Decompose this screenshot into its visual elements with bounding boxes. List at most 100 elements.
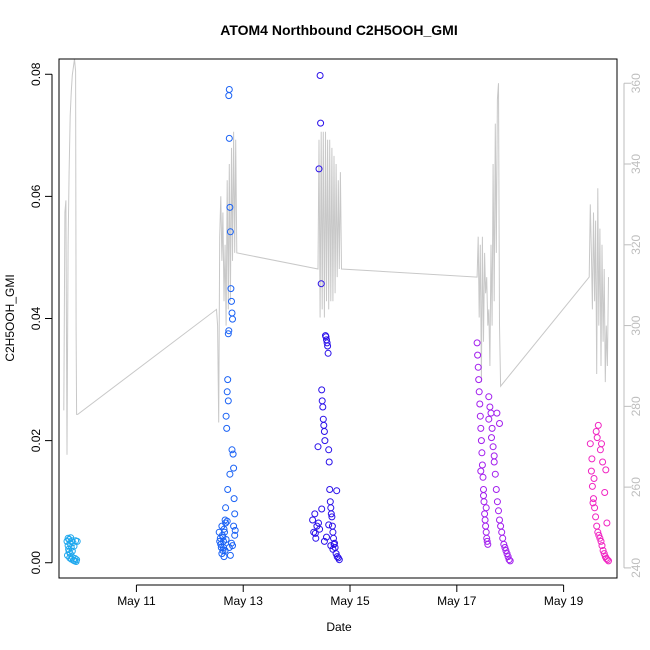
- data-point: [476, 412, 484, 420]
- data-point: [596, 534, 604, 542]
- data-point: [485, 393, 493, 401]
- y-tick-label: 0.04: [29, 306, 43, 330]
- x-tick-label: May 17: [437, 594, 477, 608]
- x-axis-label: Date: [326, 620, 352, 634]
- data-point: [323, 339, 331, 347]
- data-point: [317, 280, 325, 288]
- data-point: [222, 412, 230, 420]
- data-point: [592, 513, 600, 521]
- pressure-line-group: [63, 58, 609, 455]
- data-point: [602, 555, 610, 562]
- data-point: [221, 528, 228, 536]
- data-point: [230, 495, 238, 503]
- y-tick-label: 0.08: [29, 62, 43, 86]
- data-point: [602, 466, 610, 474]
- data-point: [594, 528, 602, 536]
- data-point: [226, 228, 234, 236]
- right-y-axis: 240 260 280 300 320 340 360: [623, 73, 643, 578]
- data-point: [309, 516, 317, 524]
- data-point: [490, 452, 498, 460]
- data-point: [73, 556, 81, 564]
- data-point: [216, 537, 224, 545]
- data-point: [593, 434, 601, 442]
- data-point: [491, 470, 499, 478]
- data-point: [502, 547, 510, 554]
- data-point: [222, 536, 230, 543]
- data-point: [310, 528, 318, 536]
- right-y-tick-label: 240: [629, 558, 643, 578]
- data-point: [226, 203, 234, 211]
- data-point: [323, 533, 330, 541]
- pressure-line: [63, 58, 609, 455]
- data-point: [485, 415, 493, 423]
- data-point: [324, 349, 332, 357]
- data-point: [224, 397, 232, 405]
- data-point: [230, 464, 238, 472]
- y-tick-label: 0.06: [29, 184, 43, 208]
- data-point: [320, 428, 328, 435]
- data-point: [229, 542, 236, 550]
- data-point: [496, 420, 503, 427]
- data-point: [333, 487, 341, 495]
- data-point: [503, 550, 511, 558]
- data-point: [327, 510, 335, 518]
- data-point: [495, 507, 502, 515]
- data-point: [73, 537, 81, 545]
- data-point: [320, 537, 328, 545]
- data-point: [475, 388, 483, 396]
- data-point: [501, 544, 509, 551]
- data-point: [225, 327, 233, 335]
- y-axis-label: C2H5OOH_GMI: [3, 274, 17, 361]
- y-tick-label: 0.02: [29, 429, 43, 453]
- data-point: [473, 339, 481, 347]
- data-point: [488, 424, 496, 432]
- data-point: [222, 504, 230, 512]
- data-point: [594, 421, 602, 429]
- data-point: [488, 434, 495, 442]
- right-y-tick-label: 260: [629, 477, 643, 497]
- data-point: [477, 437, 485, 445]
- data-point: [605, 557, 612, 565]
- right-y-tick-label: 360: [629, 73, 643, 93]
- data-point: [504, 553, 512, 561]
- data-point: [588, 455, 596, 463]
- data-point: [227, 285, 235, 293]
- data-point: [224, 486, 232, 493]
- data-point: [321, 437, 329, 445]
- data-point: [224, 376, 232, 384]
- data-point: [226, 470, 234, 478]
- data-point: [231, 531, 239, 539]
- data-point: [599, 458, 607, 466]
- data-point: [590, 475, 598, 482]
- data-point: [586, 440, 594, 448]
- data-point: [601, 489, 609, 496]
- data-point: [489, 443, 497, 451]
- data-point: [325, 521, 333, 529]
- data-point: [587, 467, 595, 475]
- data-point: [223, 388, 231, 396]
- data-point: [484, 540, 492, 548]
- data-point: [324, 342, 332, 350]
- data-point: [220, 544, 227, 551]
- right-y-tick-label: 300: [629, 315, 643, 335]
- data-point: [231, 526, 239, 534]
- data-point: [326, 486, 334, 493]
- data-point: [325, 458, 333, 466]
- data-point: [475, 376, 483, 384]
- data-point: [228, 446, 236, 454]
- data-point: [603, 519, 611, 527]
- data-point: [480, 492, 487, 500]
- data-point: [316, 525, 324, 533]
- data-point: [318, 505, 326, 513]
- data-point: [223, 424, 231, 432]
- x-tick-label: May 11: [117, 594, 156, 608]
- data-point: [335, 556, 343, 564]
- data-point: [311, 529, 319, 537]
- data-point: [591, 504, 599, 512]
- chart-title: ATOM4 Northbound C2H5OOH_GMI: [220, 22, 457, 38]
- data-point: [603, 556, 611, 564]
- data-point: [478, 449, 486, 457]
- plot-frame: [58, 58, 618, 579]
